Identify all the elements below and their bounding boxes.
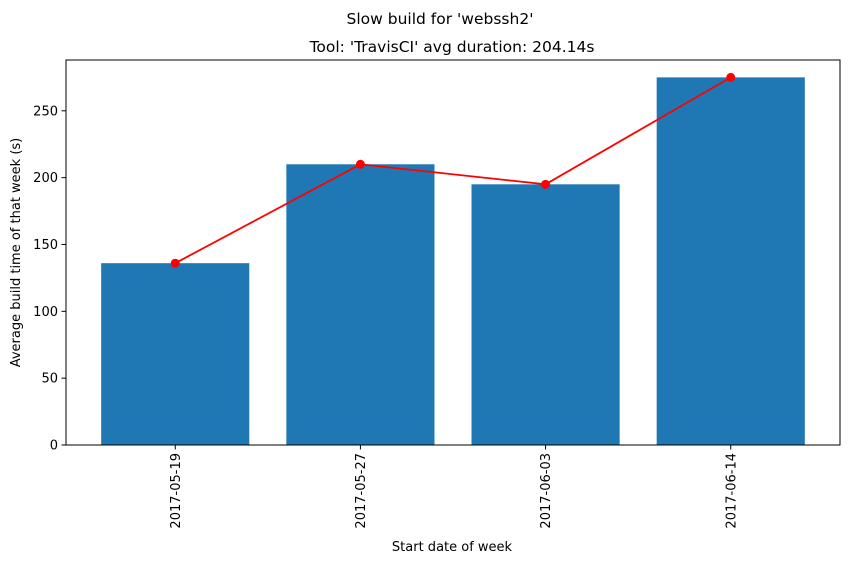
x-tick-label: 2017-05-27	[354, 453, 369, 529]
y-axis: 0 50 100 150 200 250	[33, 104, 66, 454]
bar-2017-05-19	[101, 263, 250, 445]
line-point-2017-05-27	[355, 159, 365, 169]
bar-group	[101, 77, 805, 445]
x-tick-label: 2017-06-14	[724, 453, 739, 529]
y-tick-label: 150	[33, 238, 58, 253]
line-point-2017-05-19	[170, 258, 180, 268]
y-tick-label: 0	[50, 439, 58, 454]
line-path	[174, 76, 732, 264]
y-tick-label: 250	[33, 104, 58, 119]
y-tick-label: 50	[41, 372, 58, 387]
axes-frame	[65, 59, 841, 446]
y-tick-label: 100	[33, 305, 58, 320]
line-point-2017-06-14	[726, 72, 736, 82]
y-tick-label: 200	[33, 171, 58, 186]
bar-2017-06-03	[471, 184, 620, 445]
line-point-2017-06-03	[541, 179, 551, 189]
bar-2017-06-14	[656, 77, 805, 445]
x-axis-label: Start date of week	[392, 540, 513, 555]
bar-2017-05-27	[286, 164, 435, 445]
chart-suptitle: Slow build for 'webssh2'	[347, 10, 534, 28]
x-axis: 2017-05-19 2017-05-27 2017-06-03 2017-06-14	[169, 445, 739, 529]
y-axis-label: Average build time of that week (s)	[9, 138, 24, 368]
line-series	[170, 72, 736, 268]
chart-title: Tool: 'TravisCI' avg duration: 204.14s	[309, 38, 595, 56]
x-tick-label: 2017-05-19	[169, 453, 184, 529]
x-tick-label: 2017-06-03	[539, 453, 554, 529]
plot-area	[65, 59, 841, 446]
